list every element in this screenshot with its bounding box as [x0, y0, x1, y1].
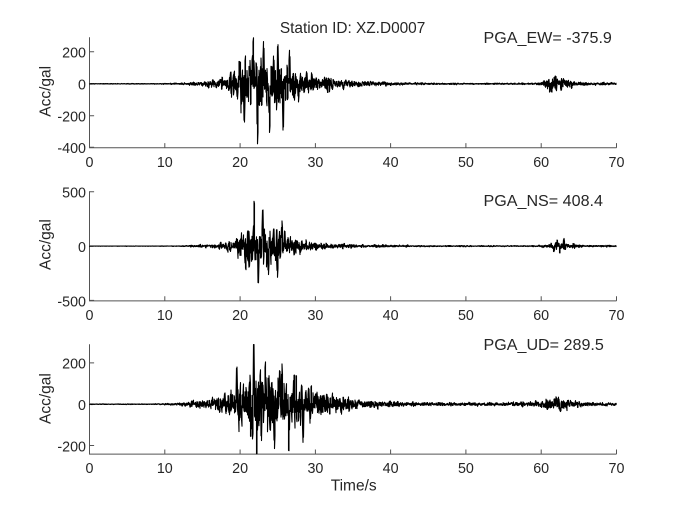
svg-text:70: 70 [609, 308, 625, 324]
svg-text:60: 60 [533, 155, 549, 171]
svg-text:-200: -200 [57, 439, 86, 455]
svg-text:Acc/gal: Acc/gal [38, 66, 55, 117]
svg-text:-500: -500 [57, 294, 86, 310]
svg-text:0: 0 [86, 461, 94, 477]
svg-text:-400: -400 [57, 141, 86, 157]
svg-text:40: 40 [383, 308, 399, 324]
svg-text:10: 10 [157, 155, 173, 171]
svg-text:200: 200 [62, 46, 86, 62]
svg-text:40: 40 [383, 461, 399, 477]
svg-text:Station ID: XZ.D0007: Station ID: XZ.D0007 [280, 20, 425, 37]
svg-text:Acc/gal: Acc/gal [38, 219, 55, 270]
svg-text:20: 20 [232, 461, 248, 477]
svg-text:30: 30 [307, 461, 323, 477]
svg-text:30: 30 [307, 155, 323, 171]
svg-text:PGA_EW= -375.9: PGA_EW= -375.9 [484, 29, 612, 47]
svg-text:-200: -200 [57, 109, 86, 125]
svg-text:70: 70 [609, 461, 625, 477]
svg-text:60: 60 [533, 308, 549, 324]
svg-text:50: 50 [458, 308, 474, 324]
svg-text:50: 50 [458, 461, 474, 477]
svg-text:50: 50 [458, 155, 474, 171]
svg-text:0: 0 [78, 240, 86, 256]
svg-text:0: 0 [86, 308, 94, 324]
svg-text:60: 60 [533, 461, 549, 477]
svg-text:0: 0 [78, 398, 86, 414]
svg-text:10: 10 [157, 461, 173, 477]
svg-text:20: 20 [232, 155, 248, 171]
svg-text:40: 40 [383, 155, 399, 171]
svg-text:0: 0 [78, 78, 86, 94]
svg-text:0: 0 [86, 155, 94, 171]
svg-text:Acc/gal: Acc/gal [38, 373, 55, 424]
svg-text:500: 500 [62, 186, 86, 202]
svg-text:70: 70 [609, 155, 625, 171]
svg-text:PGA_UD= 289.5: PGA_UD= 289.5 [484, 336, 604, 354]
svg-text:10: 10 [157, 308, 173, 324]
svg-text:20: 20 [232, 308, 248, 324]
svg-text:30: 30 [307, 308, 323, 324]
svg-text:PGA_NS= 408.4: PGA_NS= 408.4 [484, 192, 603, 210]
svg-text:Time/s: Time/s [331, 478, 377, 495]
svg-text:200: 200 [62, 357, 86, 373]
